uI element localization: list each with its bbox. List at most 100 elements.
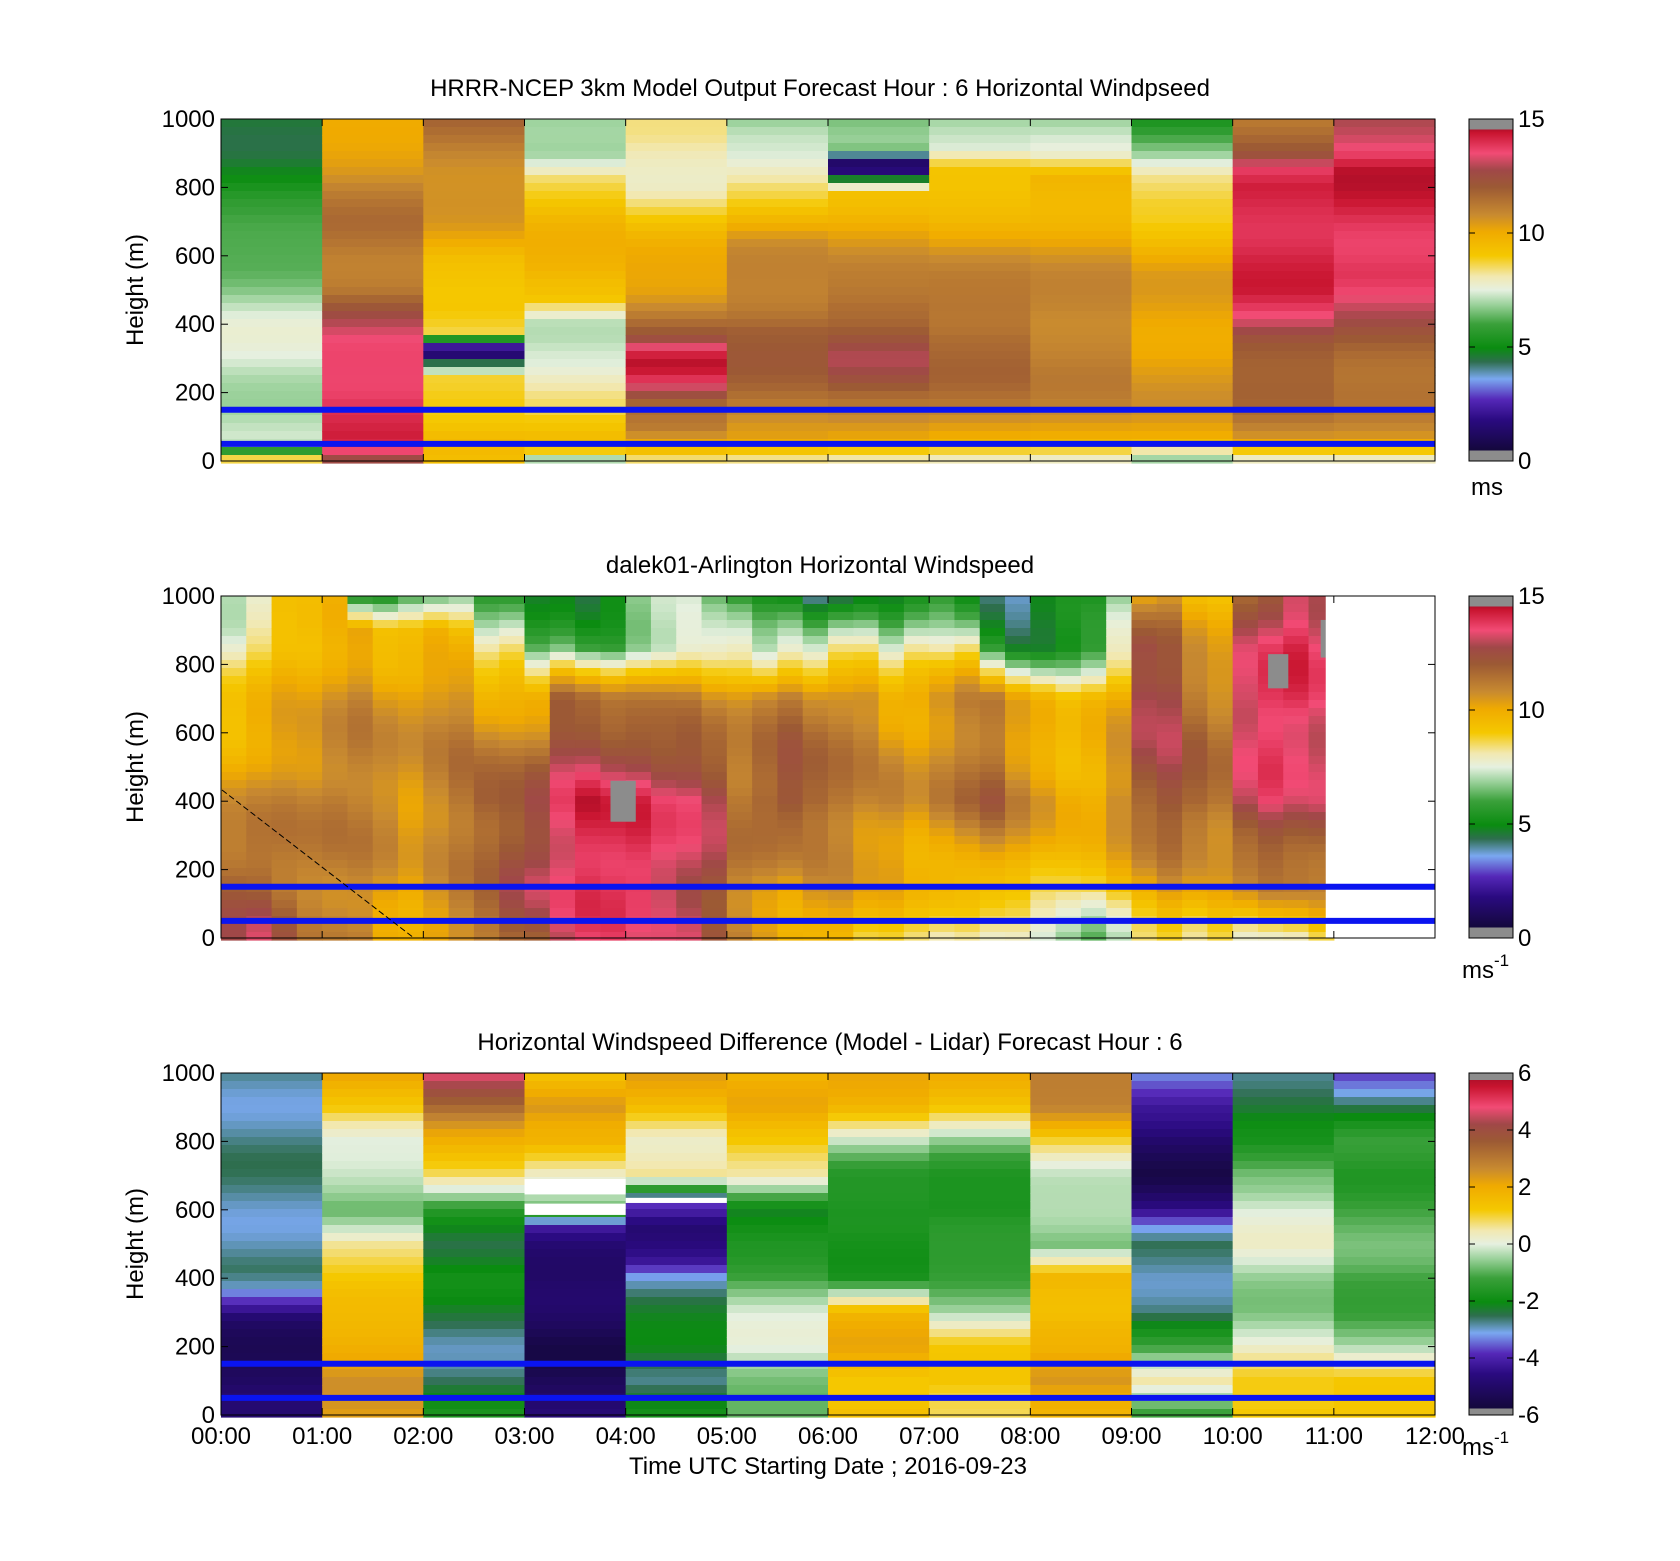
heatmap-cell: [423, 692, 450, 701]
heatmap-cell: [271, 708, 298, 717]
x-tick-label: 08:00: [1000, 1423, 1060, 1450]
heatmap-cell: [296, 828, 323, 837]
heatmap-cell: [726, 1281, 829, 1290]
heatmap-cell: [1030, 311, 1133, 320]
heatmap-cell: [1080, 860, 1107, 869]
heatmap-cell: [853, 780, 880, 789]
heatmap-cell: [903, 740, 930, 749]
heatmap-cell: [322, 383, 424, 392]
heatmap-cell: [1308, 740, 1335, 749]
heatmap-cell: [903, 700, 930, 709]
heatmap-cell: [650, 900, 677, 909]
heatmap-cell: [1080, 684, 1107, 693]
heatmap-cell: [625, 1145, 728, 1154]
heatmap-cell: [322, 1345, 424, 1354]
heatmap-cell: [1333, 1105, 1436, 1114]
heatmap-cell: [929, 596, 956, 605]
heatmap-cell: [1257, 900, 1284, 909]
heatmap-cell: [398, 684, 424, 693]
heatmap-cell: [1030, 247, 1133, 256]
heatmap-cell: [828, 876, 854, 885]
heatmap-cell: [828, 596, 854, 605]
heatmap-cell: [979, 844, 1006, 853]
heatmap-cell: [1232, 383, 1335, 392]
heatmap-cell: [322, 668, 349, 677]
heatmap-cell: [1131, 1313, 1234, 1322]
heatmap-cell: [448, 644, 475, 653]
heatmap-cell: [1080, 852, 1107, 861]
heatmap-cell: [1055, 628, 1082, 637]
heatmap-cell: [575, 756, 601, 765]
heatmap-cell: [929, 684, 956, 693]
heatmap-cell: [726, 1185, 829, 1194]
heatmap-cell: [322, 1209, 424, 1218]
heatmap-cell: [372, 932, 399, 941]
heatmap-cell: [600, 900, 627, 909]
heatmap-cell: [625, 1129, 728, 1138]
heatmap-cell: [1156, 852, 1183, 861]
heatmap-cell: [600, 924, 627, 933]
heatmap-cell: [473, 780, 500, 789]
heatmap-cell: [777, 764, 804, 773]
heatmap-cell: [1106, 716, 1133, 725]
heatmap-cell: [929, 455, 1031, 464]
colorbar-unit: ms-1: [1462, 951, 1509, 984]
heatmap-cell: [221, 788, 247, 797]
heatmap-cell: [549, 868, 576, 877]
heatmap-cell: [1106, 876, 1133, 885]
heatmap-cell: [1131, 1153, 1234, 1162]
heatmap-cell: [423, 215, 526, 224]
heatmap-cell: [1333, 1369, 1436, 1378]
heatmap-cell: [929, 263, 1031, 272]
heatmap-cell: [903, 932, 930, 941]
heatmap-cell: [423, 1193, 526, 1202]
heatmap-cell: [524, 191, 627, 200]
heatmap-cell: [322, 892, 349, 901]
heatmap-cell: [221, 1257, 323, 1266]
heatmap-cell: [625, 764, 652, 773]
heatmap-cell: [726, 740, 753, 749]
reference-lines: [221, 883, 1435, 924]
heatmap-cell: [1156, 932, 1183, 941]
heatmap-cell: [1131, 716, 1158, 725]
heatmap-cell: [726, 1329, 829, 1338]
heatmap-cell: [1308, 828, 1335, 837]
heatmap-cell: [398, 900, 424, 909]
heatmap-cell: [524, 1337, 627, 1346]
heatmap-cell: [625, 620, 652, 629]
heatmap-cell: [979, 932, 1006, 941]
heatmap-cell: [549, 924, 576, 933]
heatmap-cell: [650, 828, 677, 837]
heatmap-cell: [954, 772, 981, 781]
heatmap-cell: [1232, 1089, 1335, 1098]
heatmap-cell: [1131, 836, 1158, 845]
heatmap-cell: [1030, 860, 1057, 869]
heatmap-cell: [979, 820, 1006, 829]
heatmap-cell: [1308, 708, 1335, 717]
heatmap-cell: [1232, 399, 1335, 408]
heatmap-cell: [499, 772, 526, 781]
heatmap-cell: [499, 676, 526, 685]
heatmap-cell: [1156, 804, 1183, 813]
heatmap-cell: [853, 668, 880, 677]
heatmap-cell: [372, 844, 399, 853]
heatmap-cell: [650, 756, 677, 765]
heatmap-cell: [1080, 652, 1107, 661]
heatmap-cell: [221, 1273, 323, 1282]
colorbar-tick-label: 5: [1518, 811, 1531, 838]
heatmap-cell: [1106, 692, 1133, 701]
heatmap-cell: [650, 820, 677, 829]
heatmap-cell: [398, 836, 424, 845]
heatmap-cell: [524, 828, 551, 837]
heatmap-cell: [1232, 1129, 1335, 1138]
heatmap-cell: [1232, 359, 1335, 368]
heatmap-cell: [473, 724, 500, 733]
heatmap-cell: [1283, 772, 1310, 781]
heatmap-cell: [448, 676, 475, 685]
heatmap-cell: [828, 1409, 930, 1418]
heatmap-cell: [929, 1169, 1031, 1178]
heatmap-cell: [1131, 908, 1158, 917]
heatmap-cell: [1333, 319, 1436, 328]
heatmap-cell: [726, 279, 829, 288]
heatmap-cell: [1030, 892, 1057, 901]
